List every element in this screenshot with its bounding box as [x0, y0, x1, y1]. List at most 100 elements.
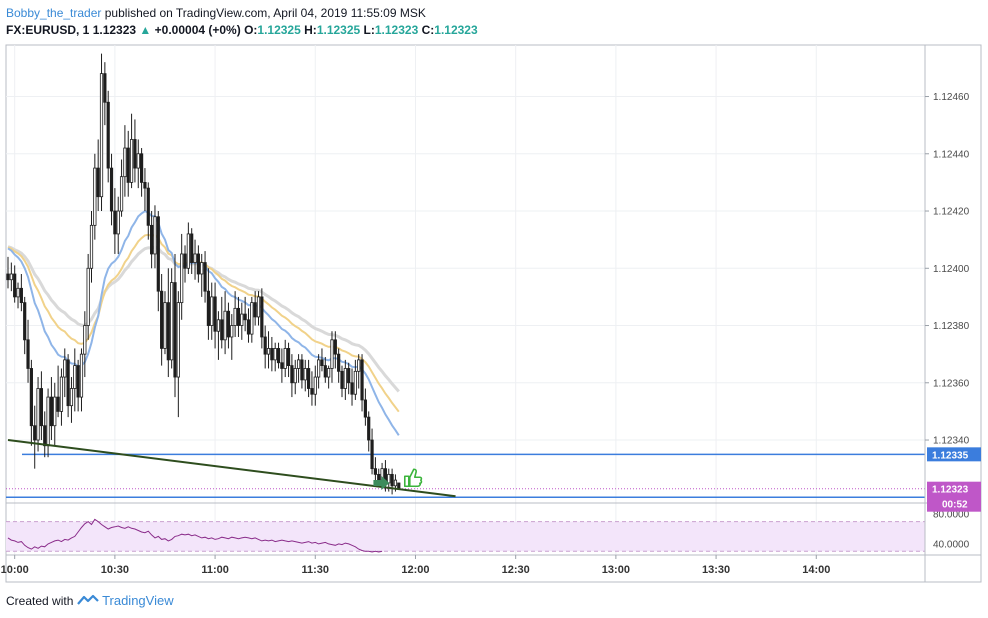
- candle-body: [190, 233, 194, 263]
- candle-body: [29, 368, 33, 427]
- candle-body: [317, 359, 321, 378]
- candle: [133, 119, 137, 183]
- close-label: C:: [421, 23, 435, 37]
- author-name[interactable]: Bobby_the_trader: [6, 6, 102, 20]
- horizontal-levels[interactable]: [6, 453, 925, 499]
- candle-body: [350, 382, 354, 395]
- candle: [109, 153, 114, 226]
- candle-body: [89, 224, 94, 269]
- candle: [183, 245, 187, 283]
- candle-body: [367, 416, 371, 441]
- candle-body: [330, 339, 334, 369]
- candle-body: [133, 139, 137, 169]
- time-axis[interactable]: 10:00 10:30 11:00 11:30 12:00 12:30 13:00 13:30…: [1, 555, 831, 576]
- candle: [83, 311, 87, 378]
- candle: [156, 211, 160, 312]
- candle: [29, 359, 33, 446]
- candle-body: [270, 348, 274, 361]
- candle-body: [370, 439, 374, 470]
- candle: [206, 268, 210, 340]
- candle-body: [393, 479, 398, 487]
- tradingview-brand[interactable]: TradingView: [102, 593, 174, 608]
- candle-body: [253, 302, 257, 318]
- candle: [66, 354, 70, 418]
- candle-body: [119, 176, 124, 212]
- candle: [186, 222, 190, 274]
- price-axis[interactable]: 1.12460 1.12440 1.12420 1.12400 1.12380 1.123…: [925, 92, 970, 447]
- chart-frame: [5, 44, 982, 583]
- created-with-label: Created with: [6, 594, 74, 608]
- candle-body: [183, 253, 187, 269]
- candle-body: [6, 273, 10, 281]
- open-value: 1.12325: [257, 23, 301, 37]
- candle-body: [116, 210, 120, 235]
- time-tick-label: 13:30: [702, 564, 730, 576]
- candle-body: [373, 468, 378, 475]
- candle-body: [327, 368, 331, 378]
- candle-body: [293, 368, 297, 384]
- candle-body: [9, 273, 13, 281]
- price-change: +0.00004 (+0%): [154, 23, 241, 37]
- high-value: 1.12325: [316, 23, 361, 37]
- rsi-band-lines: [6, 521, 925, 552]
- last-price-tag-text: 1.12323: [932, 485, 969, 496]
- candle-body: [160, 290, 164, 349]
- candle: [190, 228, 194, 274]
- price-tick-label: 1.12460: [933, 92, 970, 103]
- candle: [256, 291, 261, 326]
- candle-body: [170, 282, 174, 361]
- candle: [33, 405, 37, 469]
- trendline-group[interactable]: [7, 439, 456, 498]
- candle-body: [193, 253, 197, 263]
- candle: [89, 211, 94, 283]
- candle-body: [139, 153, 144, 183]
- candle: [347, 362, 351, 395]
- candle-body: [276, 348, 281, 364]
- candle-body: [220, 319, 224, 341]
- candle: [270, 336, 274, 372]
- candle: [333, 331, 337, 369]
- candle-body: [180, 253, 184, 304]
- candle: [223, 291, 227, 355]
- candle: [180, 233, 184, 320]
- publish-info: published on TradingView.com, April 04, …: [104, 6, 426, 20]
- candle: [96, 139, 100, 212]
- candle: [330, 331, 334, 383]
- candle: [253, 291, 257, 326]
- candle: [126, 130, 130, 197]
- candle: [240, 302, 244, 340]
- candle: [163, 291, 167, 355]
- candle-body: [210, 296, 214, 326]
- candle: [173, 253, 177, 398]
- candle-body: [300, 359, 304, 381]
- candle: [150, 211, 154, 269]
- candle: [53, 382, 57, 446]
- candle-body: [156, 216, 160, 292]
- ema-mid-line: [7, 233, 400, 413]
- candle: [263, 325, 267, 369]
- candle: [280, 348, 284, 383]
- candle-body: [146, 187, 150, 226]
- candle-body: [200, 262, 204, 275]
- rsi-indicator: [7, 518, 383, 553]
- candle-body: [126, 147, 130, 183]
- low-label: L:: [363, 23, 375, 37]
- candle-body: [377, 473, 381, 481]
- open-label: O:: [244, 23, 258, 37]
- candle: [136, 139, 140, 189]
- candle-body: [280, 362, 284, 369]
- candle-body: [106, 101, 110, 169]
- candle: [56, 365, 60, 418]
- price-tick-label: 1.12400: [933, 264, 970, 275]
- candle-body: [397, 482, 401, 490]
- tradingview-logo-icon[interactable]: [76, 594, 102, 608]
- candle: [233, 291, 237, 337]
- last-price-tag-bg: [927, 481, 981, 512]
- candle: [73, 348, 77, 412]
- candle: [266, 331, 271, 369]
- candle-body: [26, 339, 30, 369]
- candle: [43, 411, 47, 458]
- time-tick-label: 14:00: [802, 564, 830, 576]
- candle: [170, 268, 174, 369]
